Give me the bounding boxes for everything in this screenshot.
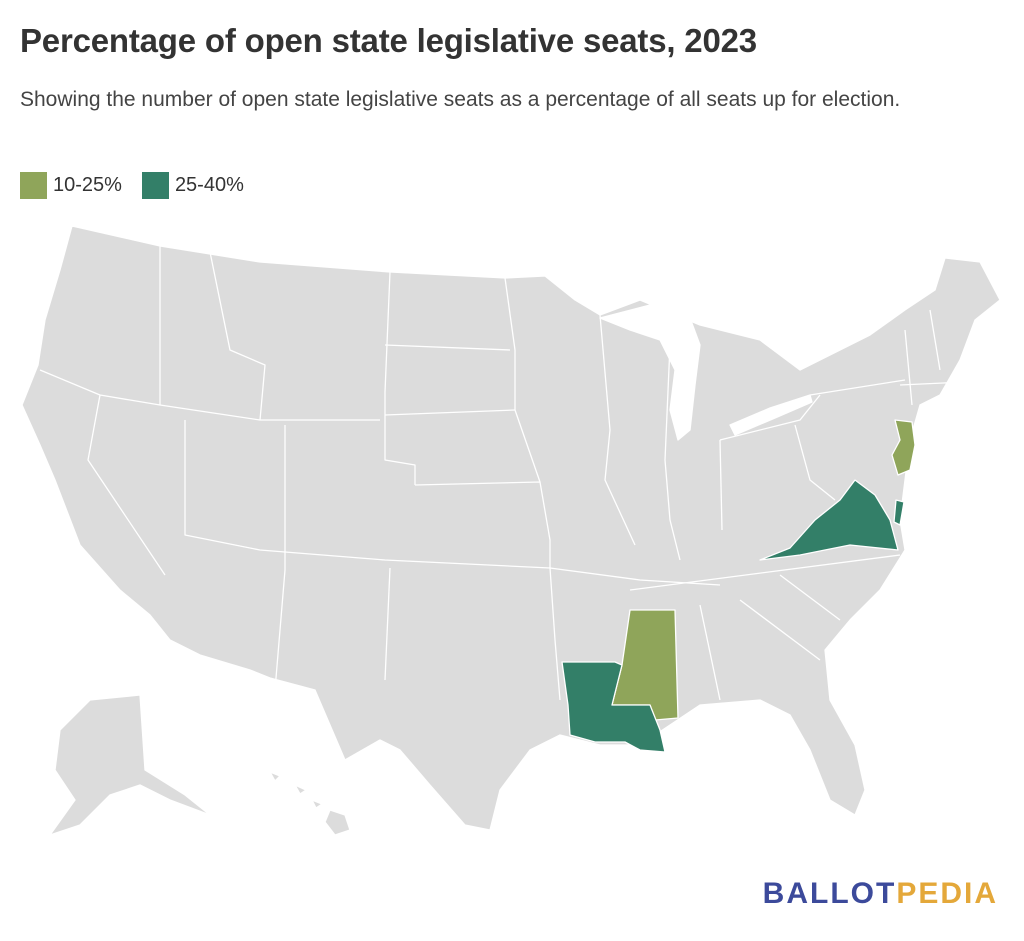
us-states-map (21, 225, 1001, 836)
legend-item-25-40: 25-40% (141, 172, 244, 199)
state-borders (39, 246, 966, 701)
legend-swatch-10-25 (20, 172, 47, 199)
hawaii-islands (269, 771, 323, 809)
great-lakes (599, 304, 701, 441)
logo-part-ballot: BALLOT (762, 877, 897, 910)
state-delaware-md (893, 499, 905, 526)
state-louisiana (561, 661, 666, 753)
map-subtitle: Showing the number of open state legisla… (20, 88, 901, 111)
map-title: Percentage of open state legislative sea… (20, 22, 757, 59)
state-new-jersey (891, 419, 916, 476)
alaska-shape (49, 694, 211, 836)
lake-erie (729, 394, 813, 436)
legend-label-25-40: 25-40% (174, 174, 244, 196)
hawaii-big-island (324, 809, 351, 836)
legend-item-10-25: 10-25% (20, 172, 122, 199)
legend: 10-25% 25-40% (20, 172, 264, 199)
ballotpedia-logo: BALLOTPEDIA (763, 877, 998, 911)
legend-swatch-25-40 (141, 172, 169, 199)
us-mainland-shape (21, 225, 1001, 831)
logo-part-pedia: PEDIA (896, 877, 998, 910)
state-virginia (759, 479, 899, 561)
legend-label-10-25: 10-25% (53, 174, 122, 196)
